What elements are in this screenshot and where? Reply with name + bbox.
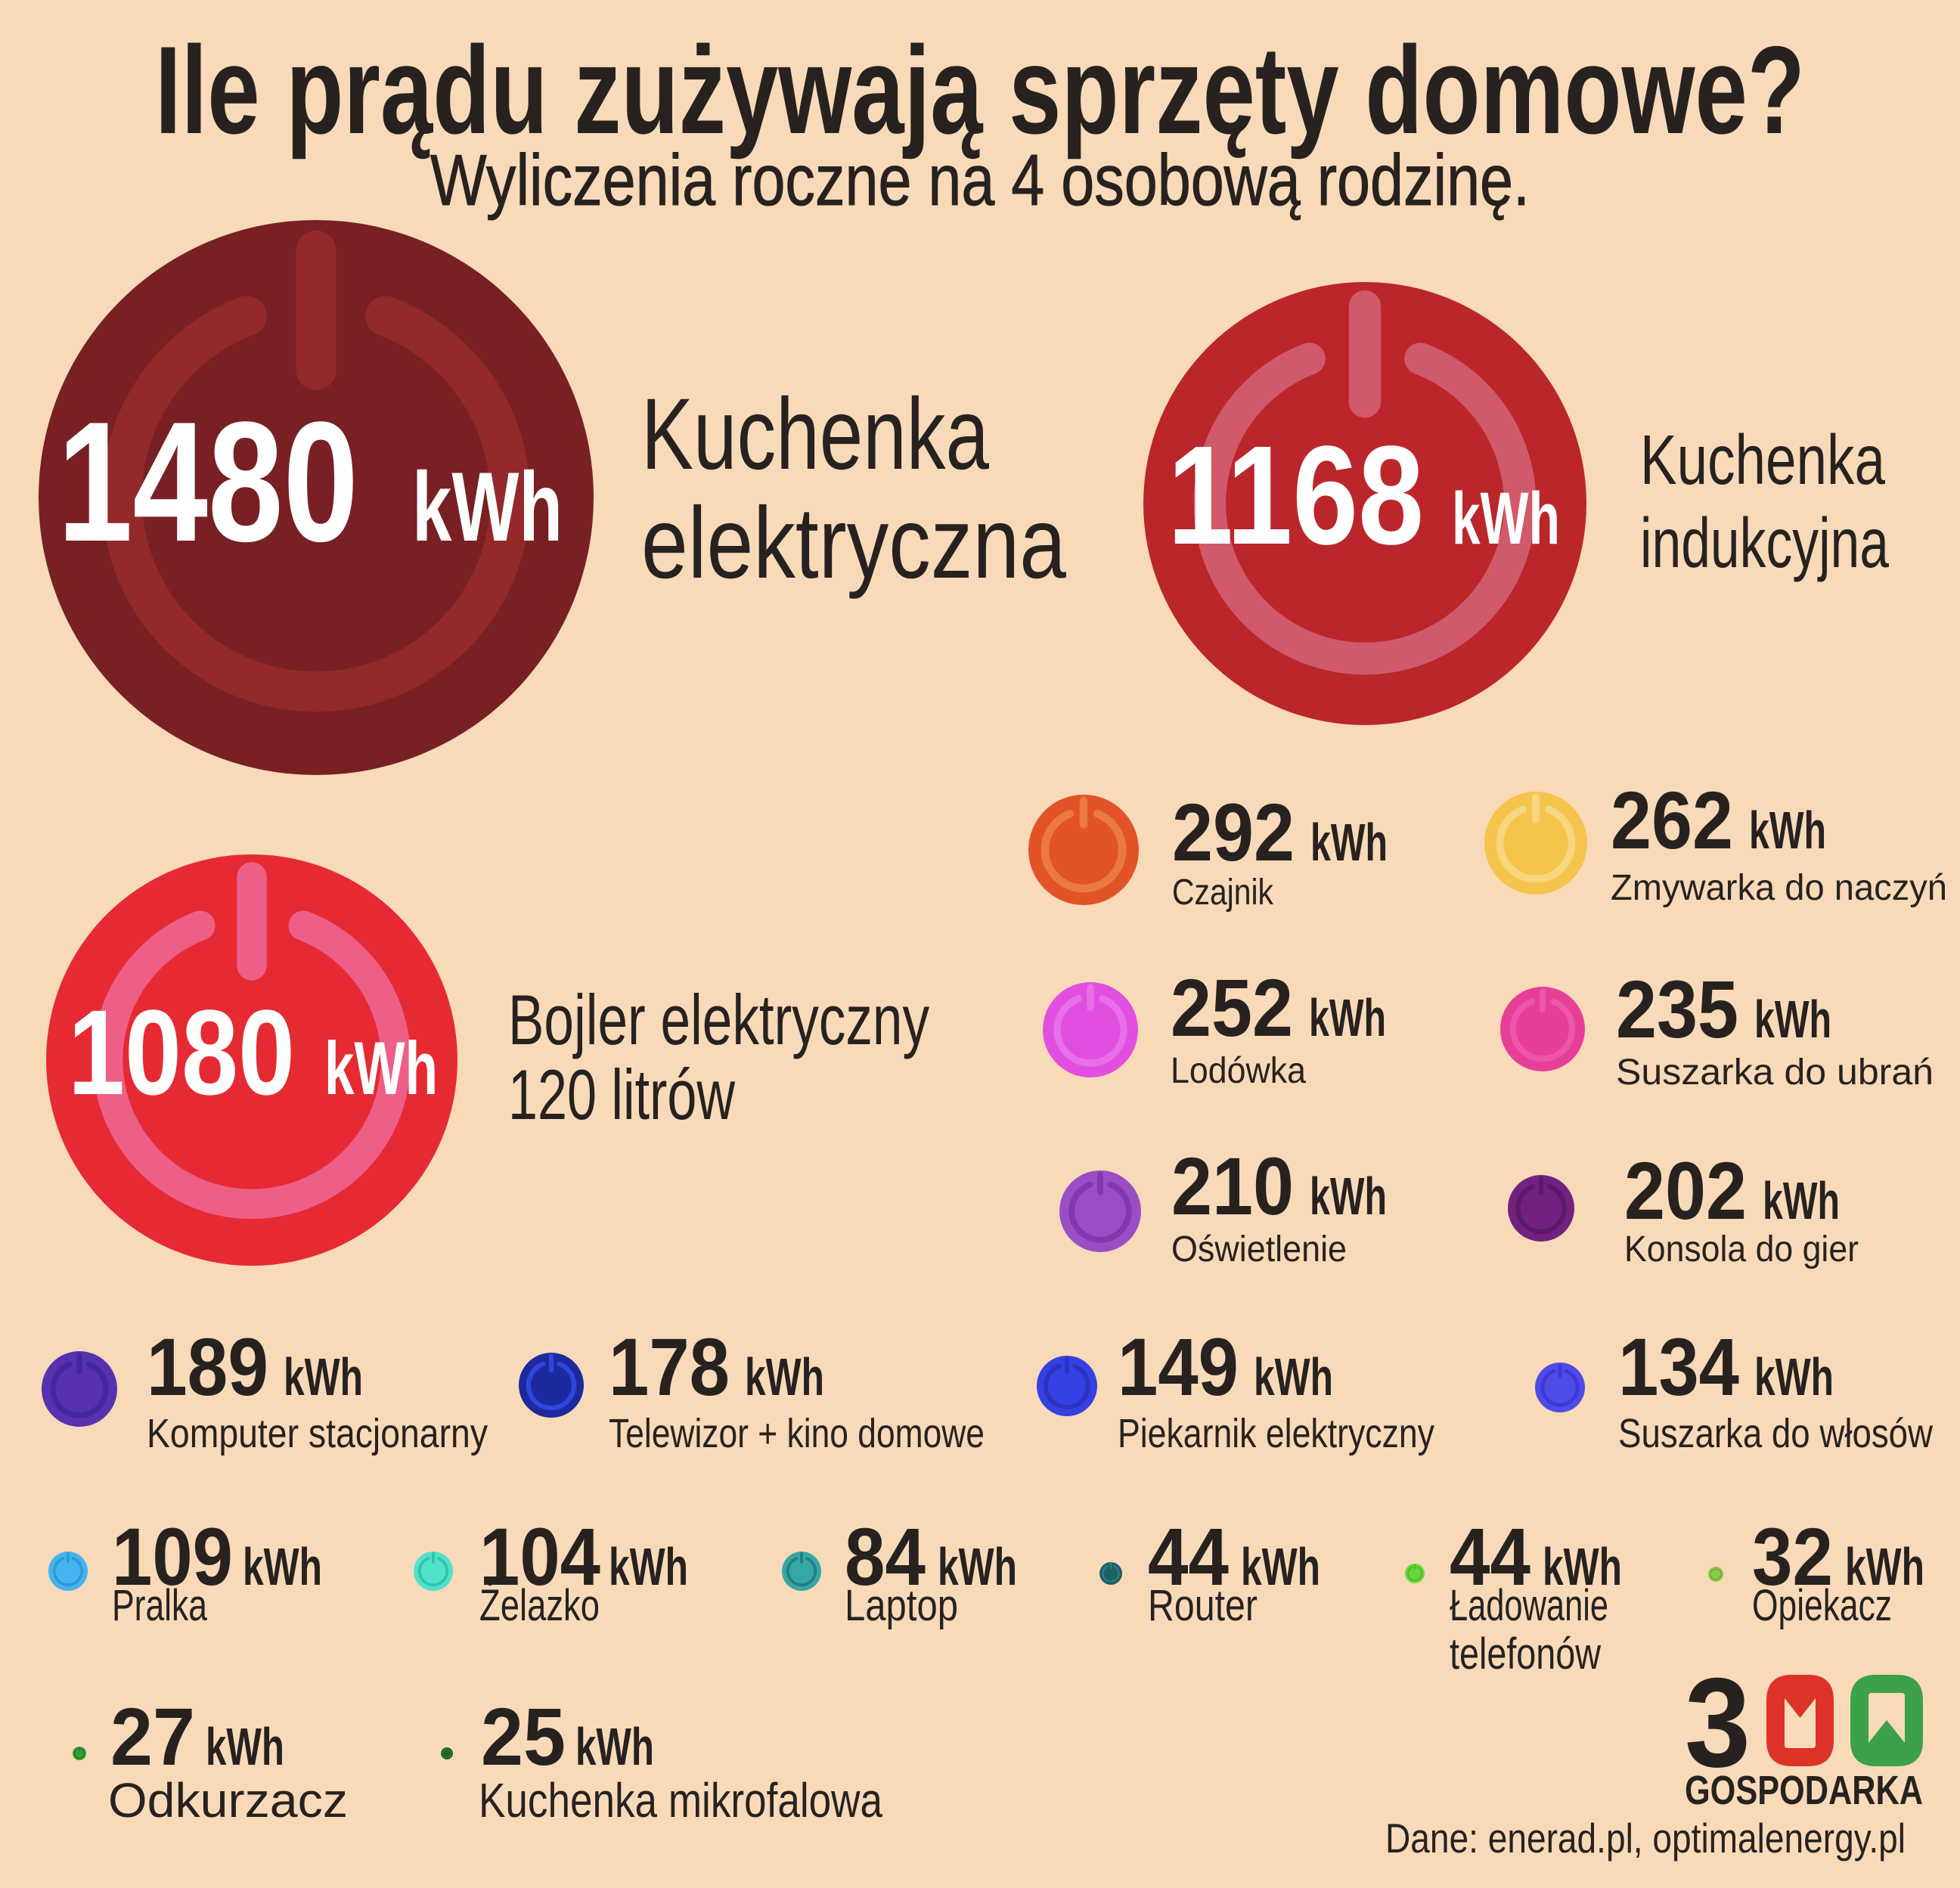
svg-text:262: 262 bbox=[1611, 774, 1733, 866]
svg-text:kWh: kWh bbox=[284, 1347, 363, 1406]
svg-text:kWh: kWh bbox=[1543, 1537, 1622, 1596]
svg-text:134: 134 bbox=[1618, 1321, 1739, 1412]
svg-text:27: 27 bbox=[110, 1691, 195, 1782]
svg-text:Pralka: Pralka bbox=[112, 1581, 208, 1630]
svg-text:kWh: kWh bbox=[1254, 1347, 1333, 1406]
svg-text:elektryczna: elektryczna bbox=[641, 487, 1066, 600]
svg-text:Ładowanie: Ładowanie bbox=[1450, 1581, 1608, 1630]
svg-text:149: 149 bbox=[1118, 1321, 1239, 1412]
svg-text:Telewizor + kino domowe: Telewizor + kino domowe bbox=[609, 1411, 985, 1456]
svg-text:Kuchenka mikrofalowa: Kuchenka mikrofalowa bbox=[479, 1773, 882, 1828]
svg-text:kWh: kWh bbox=[575, 1717, 654, 1776]
svg-text:kWh: kWh bbox=[609, 1537, 688, 1596]
svg-text:kWh: kWh bbox=[206, 1717, 284, 1776]
svg-text:202: 202 bbox=[1624, 1145, 1747, 1236]
svg-text:1080: 1080 bbox=[68, 984, 295, 1120]
svg-text:telefonów: telefonów bbox=[1450, 1629, 1602, 1679]
svg-text:292: 292 bbox=[1172, 786, 1295, 878]
svg-text:Żelazko: Żelazko bbox=[479, 1581, 600, 1630]
svg-text:32: 32 bbox=[1752, 1511, 1833, 1602]
svg-text:178: 178 bbox=[609, 1321, 730, 1412]
svg-text:120 litrów: 120 litrów bbox=[508, 1055, 736, 1134]
svg-text:Czajnik: Czajnik bbox=[1172, 873, 1274, 913]
svg-text:104: 104 bbox=[479, 1511, 600, 1602]
svg-text:Suszarka do ubrań: Suszarka do ubrań bbox=[1616, 1053, 1934, 1093]
svg-text:kWh: kWh bbox=[243, 1537, 322, 1596]
svg-text:Opiekacz: Opiekacz bbox=[1752, 1581, 1892, 1630]
svg-text:1480: 1480 bbox=[57, 386, 358, 577]
svg-text:Piekarnik elektryczny: Piekarnik elektryczny bbox=[1118, 1411, 1434, 1456]
svg-text:Wyliczenia roczne na 4 osobową: Wyliczenia roczne na 4 osobową rodzinę. bbox=[430, 140, 1530, 221]
svg-text:210: 210 bbox=[1171, 1140, 1294, 1232]
svg-text:252: 252 bbox=[1171, 962, 1293, 1053]
svg-text:44: 44 bbox=[1450, 1511, 1530, 1602]
svg-text:kWh: kWh bbox=[938, 1537, 1017, 1596]
svg-text:indukcyjna: indukcyjna bbox=[1640, 504, 1889, 582]
svg-text:kWh: kWh bbox=[1310, 813, 1388, 872]
svg-text:189: 189 bbox=[147, 1321, 268, 1412]
svg-text:235: 235 bbox=[1616, 963, 1738, 1055]
svg-text:Kuchenka: Kuchenka bbox=[641, 378, 989, 491]
svg-text:109: 109 bbox=[112, 1511, 233, 1602]
svg-text:kWh: kWh bbox=[1241, 1537, 1320, 1596]
svg-text:kWh: kWh bbox=[745, 1347, 824, 1406]
svg-text:kWh: kWh bbox=[1845, 1537, 1924, 1596]
svg-text:kWh: kWh bbox=[412, 451, 563, 562]
svg-text:Zmywarka do naczyń: Zmywarka do naczyń bbox=[1611, 868, 1947, 908]
svg-text:kWh: kWh bbox=[1749, 801, 1826, 860]
svg-text:1168: 1168 bbox=[1168, 417, 1424, 574]
svg-text:Kuchenka: Kuchenka bbox=[1640, 420, 1885, 499]
svg-text:Router: Router bbox=[1148, 1581, 1258, 1630]
svg-text:GOSPODARKA: GOSPODARKA bbox=[1685, 1768, 1923, 1813]
svg-text:84: 84 bbox=[845, 1511, 926, 1602]
svg-text:kWh: kWh bbox=[1452, 477, 1560, 560]
svg-text:kWh: kWh bbox=[1763, 1171, 1840, 1230]
svg-text:kWh: kWh bbox=[1754, 1347, 1834, 1406]
svg-text:Dane: enerad.pl, optimalenergy: Dane: enerad.pl, optimalenergy.pl bbox=[1385, 1815, 1906, 1862]
svg-text:kWh: kWh bbox=[1754, 990, 1831, 1049]
svg-text:3: 3 bbox=[1685, 1651, 1751, 1793]
svg-text:Bojler elektryczny: Bojler elektryczny bbox=[508, 980, 929, 1059]
svg-text:Komputer stacjonarny: Komputer stacjonarny bbox=[147, 1411, 488, 1456]
svg-text:44: 44 bbox=[1148, 1511, 1229, 1602]
svg-text:Konsola do gier: Konsola do gier bbox=[1624, 1229, 1859, 1270]
svg-text:25: 25 bbox=[481, 1691, 566, 1782]
svg-text:Laptop: Laptop bbox=[845, 1581, 958, 1630]
svg-text:Ile prądu zużywają sprzęty dom: Ile prądu zużywają sprzęty domowe? bbox=[155, 20, 1805, 160]
svg-text:Oświetlenie: Oświetlenie bbox=[1171, 1229, 1347, 1270]
svg-text:Suszarka do włosów: Suszarka do włosów bbox=[1618, 1411, 1934, 1456]
svg-text:kWh: kWh bbox=[324, 1026, 438, 1110]
svg-text:kWh: kWh bbox=[1309, 988, 1386, 1047]
svg-text:Odkurzacz: Odkurzacz bbox=[108, 1773, 348, 1828]
svg-text:kWh: kWh bbox=[1310, 1167, 1387, 1226]
svg-text:Lodówka: Lodówka bbox=[1171, 1051, 1306, 1091]
